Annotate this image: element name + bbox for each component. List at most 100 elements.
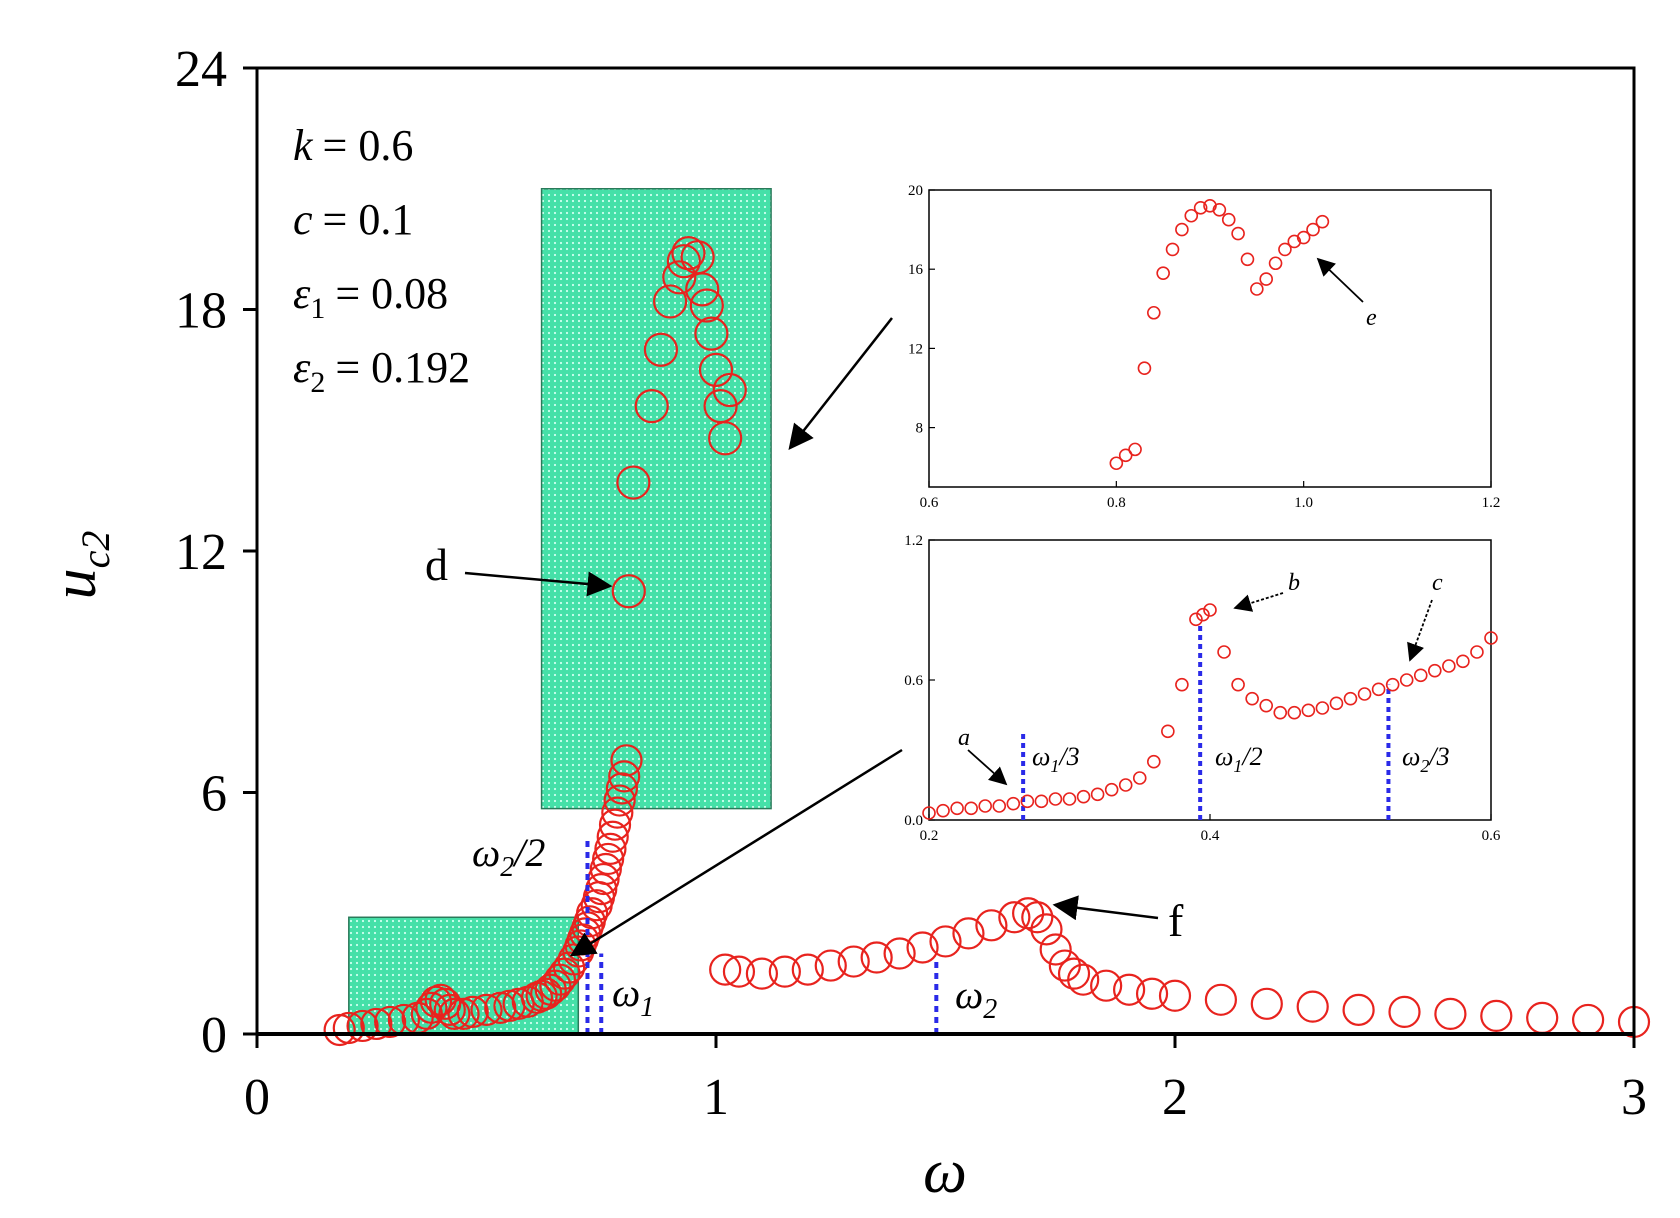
lower-inset-point-41 (1484, 631, 1498, 645)
lower-inset-point-14 (1118, 778, 1133, 792)
inset-lower-annotation-a-arrow (967, 749, 1008, 786)
series-0-point-16 (470, 993, 503, 1026)
svg-text:c= 0.1: c = 0.1 (293, 195, 413, 244)
upper-inset-point-16 (1259, 272, 1273, 286)
lower-inset-point-24 (1245, 691, 1259, 706)
series-2-point-5 (814, 949, 847, 982)
series-2-point-24 (1158, 979, 1192, 1012)
series-0-point-41 (589, 852, 622, 886)
series-2-point-18 (1048, 949, 1081, 982)
series-0-point-3 (360, 1007, 393, 1041)
inset-lower-annotation-b: b (1288, 570, 1300, 596)
lower-inset-x-tick-label-2: 0.6 (1482, 828, 1501, 844)
series-0-point-47 (603, 784, 636, 817)
upper-inset-point-0 (1109, 456, 1124, 471)
lower-inset-y-tick-label-2: 1.2 (904, 533, 923, 549)
y-axis-title-sub: c2 (73, 531, 118, 569)
series-1-point-10 (689, 288, 724, 323)
series-0-point-12 (433, 993, 466, 1026)
series-2-point-25 (1204, 983, 1238, 1016)
series-2-point-33 (1571, 1003, 1605, 1037)
series-2-point-7 (860, 941, 893, 974)
series-2-point-23 (1135, 977, 1169, 1010)
lower-inset-point-8 (1034, 794, 1049, 809)
lower-inset-point-35 (1399, 673, 1414, 687)
y-tick-label-1: 6 (201, 766, 227, 823)
series-1-point-5 (662, 260, 697, 295)
upper-inset-point-18 (1278, 242, 1292, 257)
upper-inset-y-tick-label-2: 16 (908, 262, 924, 278)
series-2-point-3 (768, 955, 801, 988)
lower-inset-point-25 (1259, 698, 1273, 713)
lower-inset-point-11 (1076, 789, 1091, 804)
series-2-point-1 (722, 955, 756, 988)
vline-label-omega1: ω1 (612, 970, 654, 1023)
upper-inset-point-19 (1287, 234, 1302, 249)
upper-inset-point-11 (1212, 203, 1227, 217)
series-1-point-14 (708, 421, 743, 456)
series-0-point-28 (553, 951, 586, 984)
upper-inset-point-17 (1268, 256, 1283, 271)
lower-inset-x-tick-label-0: 0.2 (920, 828, 939, 844)
lower-inset-point-23 (1231, 677, 1245, 692)
y-axis-title-main: u (41, 568, 109, 599)
lower-inset-point-7 (1020, 794, 1035, 809)
x-tick-label-2: 2 (1162, 1069, 1188, 1126)
svg-text:ε1= 0.08: ε1 = 0.08 (293, 269, 448, 325)
series-2-point-6 (837, 945, 870, 978)
series-0-point-36 (575, 897, 609, 930)
upper-inset-point-10 (1203, 199, 1217, 213)
series-0-point-42 (592, 842, 625, 876)
lower-inset-point-37 (1428, 663, 1442, 678)
upper-inset-point-1 (1118, 448, 1133, 463)
annotation-d-arrow (464, 571, 613, 597)
lower-inset-point-34 (1385, 677, 1400, 692)
series-1-point-9 (685, 272, 720, 307)
series-2-point-28 (1342, 993, 1375, 1026)
lower-inset-point-39 (1456, 654, 1470, 669)
series-2-point-27 (1296, 990, 1329, 1023)
y-tick-label-4: 24 (175, 41, 227, 98)
x-axis-title: ω (923, 1138, 967, 1206)
lower-inset-point-33 (1371, 682, 1386, 697)
series-2-point-31 (1480, 999, 1513, 1032)
series-2-point-4 (791, 953, 824, 986)
lower-inset-point-13 (1104, 782, 1119, 797)
upper-inset-point-9 (1193, 201, 1208, 215)
highlight-region-1 (540, 188, 772, 810)
inset-lower-vlabel-omega2-third: ω2/3 (1402, 742, 1450, 776)
inset-lower-frame (928, 539, 1492, 821)
vline-label-omega2: ω2 (955, 972, 997, 1025)
lower-inset-point-22 (1217, 645, 1231, 659)
series-0-point-46 (601, 796, 634, 829)
lower-inset-point-4 (978, 799, 993, 813)
inset-upper-annotation-arrow (1316, 257, 1364, 303)
inset-lower-annotation-a: a (958, 725, 970, 751)
inset-connector-lower (569, 748, 903, 957)
upper-inset-point-4 (1147, 305, 1161, 320)
series-0-point-1 (332, 1011, 365, 1045)
series-1-point-15 (712, 372, 747, 408)
series-2-point-22 (1112, 973, 1146, 1006)
annotation-f: f (1168, 895, 1184, 946)
lower-inset-point-38 (1442, 659, 1456, 673)
upper-inset-y-tick-label-1: 12 (908, 341, 923, 357)
upper-inset-x-tick-label-1: 0.8 (1107, 495, 1126, 511)
series-1-point-12 (698, 352, 734, 387)
lower-inset-point-16 (1147, 754, 1161, 769)
series-0-point-13 (438, 997, 471, 1030)
lower-inset-point-3 (964, 801, 978, 816)
upper-inset-point-3 (1137, 361, 1152, 376)
series-2-point-12 (975, 909, 1008, 942)
annotation-d: d (425, 539, 448, 590)
series-1-point-0 (611, 574, 646, 609)
lower-inset-point-2 (950, 801, 964, 816)
inset-lower-vlabel-omega1-third: ω1/3 (1032, 742, 1080, 776)
series-2-point-9 (906, 931, 939, 964)
parameter-block: k = 0.6 c = 0.1 ε1 = 0.08 ε2 = 0.192 (293, 121, 470, 399)
inset-connector-upper (788, 317, 893, 450)
lower-inset-point-9 (1048, 792, 1063, 806)
y-tick-label-3: 18 (175, 283, 227, 340)
inset-lower-annotation-c-arrow (1407, 599, 1433, 662)
upper-inset-point-7 (1175, 222, 1189, 237)
